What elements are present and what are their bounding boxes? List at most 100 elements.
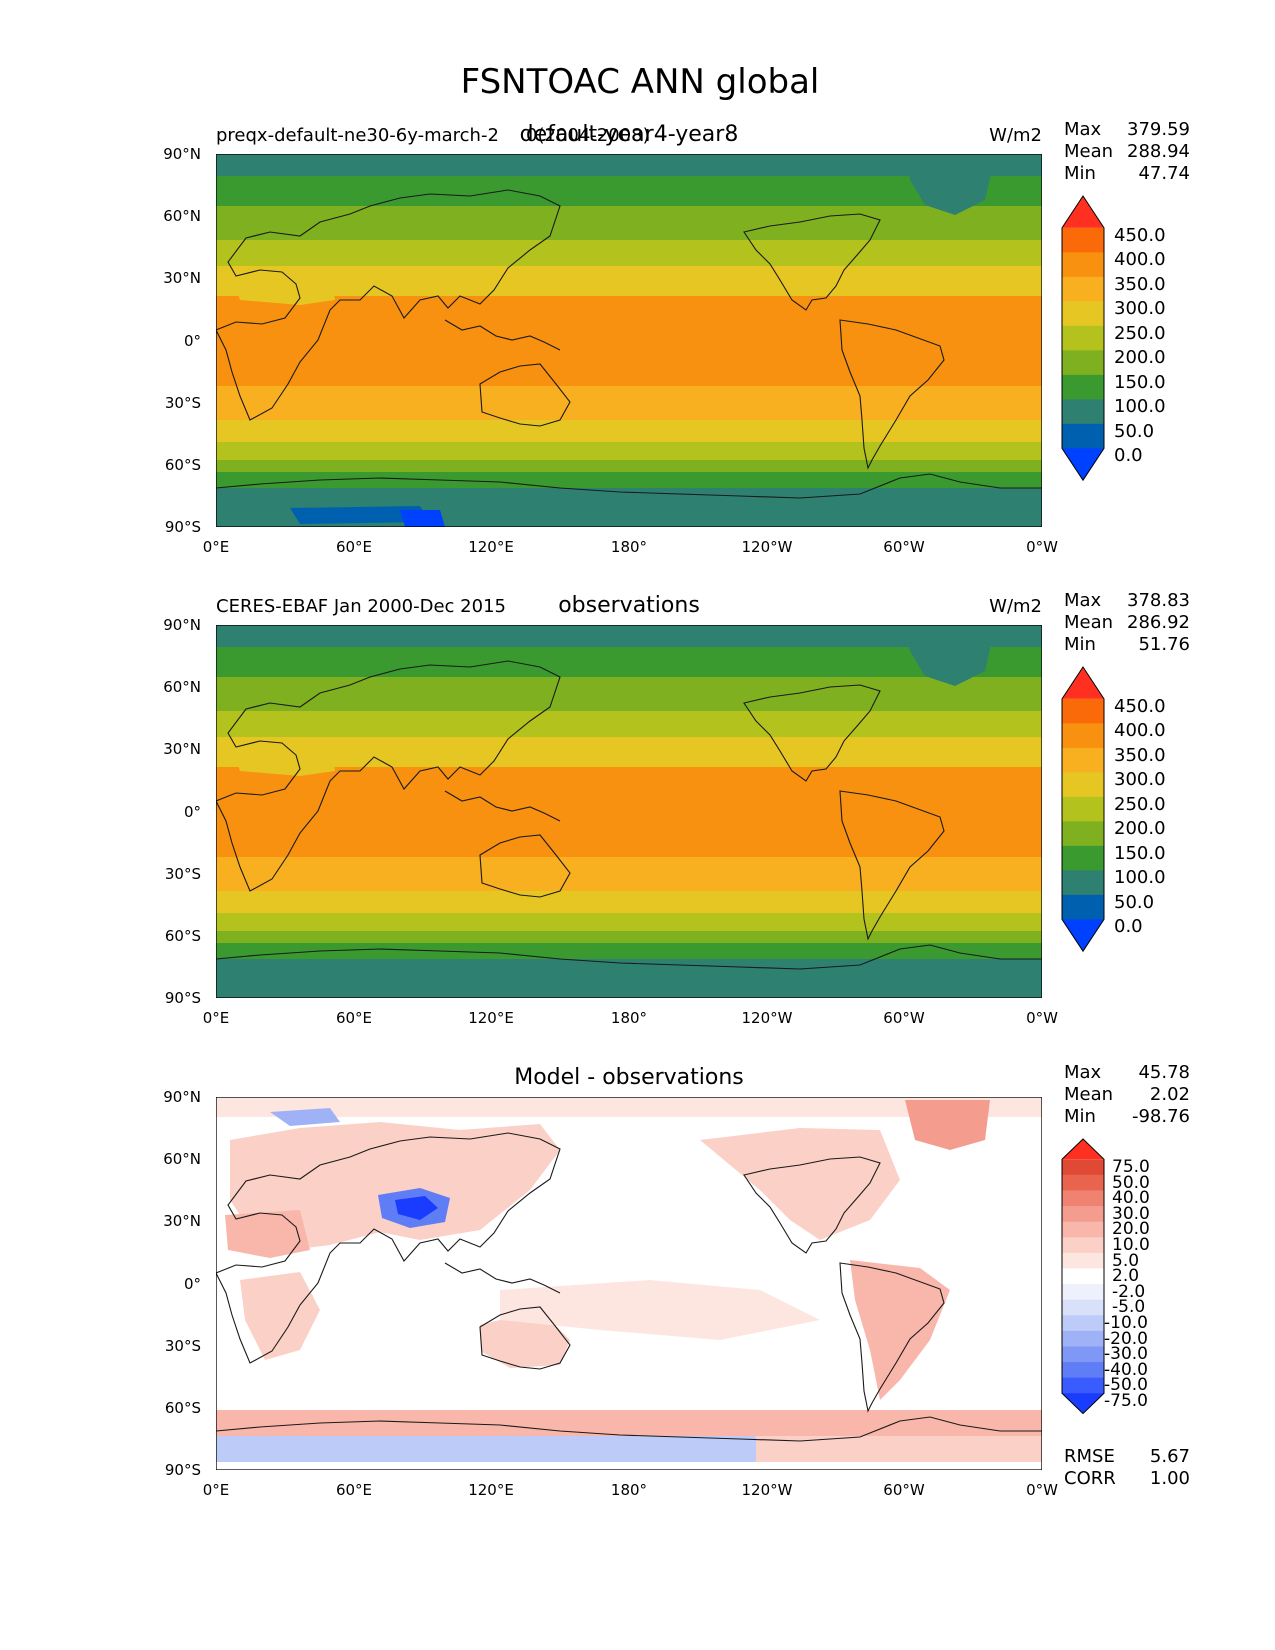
colorbar-outline <box>1061 666 1105 953</box>
field-band <box>216 677 1042 711</box>
lat-tick-label: 60°S <box>165 456 201 474</box>
lon-tick-label: 0°W <box>1026 1481 1058 1499</box>
colorbar-segment <box>1062 1299 1104 1316</box>
field-band <box>216 176 1042 206</box>
stats-block: Max 378.83 Mean 286.92 Min 51.76 <box>1064 590 1190 655</box>
diff-band-antarctic-warm <box>756 1436 1042 1462</box>
lon-tick-label: 120°W <box>742 538 793 556</box>
lon-tick-label: 60°E <box>336 538 372 556</box>
greenland-patch <box>905 156 995 215</box>
figure-title: FSNTOAC ANN global <box>461 62 820 102</box>
field-band <box>216 420 1042 442</box>
colorbar-label: 10.0 <box>1112 1235 1150 1255</box>
continent-patches <box>230 156 995 527</box>
sahara-patch <box>230 268 335 305</box>
lat-tick-label: 60°N <box>163 1150 201 1168</box>
stat-max-value: 45.78 <box>1138 1062 1190 1083</box>
diff-band <box>216 1097 1042 1117</box>
antarctic-low-patch <box>290 506 430 524</box>
lat-tick-label: 30°N <box>163 269 201 287</box>
colorbar-label: 50.0 <box>1114 892 1154 913</box>
colorbar-segment <box>1062 870 1104 896</box>
colorbar-segment <box>1062 1346 1104 1363</box>
lon-tick-label: 60°W <box>883 538 925 556</box>
colorbar-segment <box>1062 423 1104 449</box>
antarctic-min-patch <box>400 510 445 527</box>
rmse-corr-block: RMSE 5.67 CORR 1.00 <box>1064 1446 1190 1489</box>
colorbar-segment <box>1062 1221 1104 1238</box>
diff-band-southern-ocean <box>216 1410 1042 1436</box>
lat-tick-label: 90°N <box>163 145 201 163</box>
colorbar-labels: 75.0 50.0 40.0 30.0 20.0 10.0 5.0 2.0 -2… <box>1104 1157 1150 1411</box>
diff-patch-south-america <box>850 1260 950 1400</box>
coastline-australia <box>479 834 571 898</box>
colorbar-segment <box>1062 374 1104 400</box>
panel-units: W/m2 <box>989 596 1042 617</box>
colorbar-extend-max <box>1062 667 1104 699</box>
colorbar-segment <box>1062 1330 1104 1347</box>
field-band <box>216 472 1042 488</box>
field-band <box>216 891 1042 913</box>
colorbar-outline <box>1061 195 1105 482</box>
corr-value: 1.00 <box>1150 1468 1190 1489</box>
stat-mean-label: Mean <box>1064 612 1113 633</box>
stat-min-value: 51.76 <box>1138 634 1190 655</box>
field-band <box>216 647 1042 677</box>
lat-ticks: 90°N 60°N 30°N 0° 30°S 60°S 90°S <box>163 1088 201 1479</box>
rmse-value: 5.67 <box>1150 1446 1190 1467</box>
stat-max-label: Max <box>1064 119 1102 140</box>
lat-tick-label: 60°N <box>163 207 201 225</box>
colorbar-label: 350.0 <box>1114 745 1166 766</box>
colorbar-label: 100.0 <box>1114 396 1166 417</box>
lon-tick-label: 60°E <box>336 1009 372 1027</box>
coastline-maritime-continent <box>444 790 561 822</box>
lon-tick-label: 120°E <box>468 538 514 556</box>
stats-block: Max 45.78 Mean 2.02 Min -98.76 <box>1064 1062 1190 1127</box>
map-plot <box>216 1097 1042 1470</box>
colorbar-segment <box>1062 747 1104 773</box>
lat-tick-label: 90°N <box>163 1088 201 1106</box>
lon-tick-label: 0°E <box>203 538 230 556</box>
panel-model: preqx-default-ne30-6y-march-2 0(2004-200… <box>163 119 1190 556</box>
rmse-label: RMSE <box>1064 1446 1115 1467</box>
continent-patches <box>230 627 995 776</box>
colorbar-segment <box>1062 399 1104 425</box>
colorbar-outline <box>1061 1138 1105 1415</box>
lat-tick-label: 90°S <box>165 1461 201 1479</box>
lon-tick-label: 0°W <box>1026 538 1058 556</box>
coastline-africa-eurasia <box>216 189 561 421</box>
stats-block: Max 379.59 Mean 288.94 Min 47.74 <box>1064 119 1190 184</box>
map-plot <box>216 154 1042 527</box>
stat-max-value: 379.59 <box>1127 119 1190 140</box>
stat-mean-value: 286.92 <box>1127 612 1190 633</box>
colorbar-segment <box>1062 1315 1104 1332</box>
lon-ticks: 0°E 60°E 120°E 180° 120°W 60°W 0°W <box>203 1009 1058 1027</box>
colorbar-segment <box>1062 845 1104 871</box>
colorbar-label: 350.0 <box>1114 274 1166 295</box>
lat-tick-label: 60°N <box>163 678 201 696</box>
map-plot <box>216 625 1042 998</box>
lon-tick-label: 120°E <box>468 1009 514 1027</box>
colorbar-segments <box>1061 195 1105 482</box>
colorbar-label: 400.0 <box>1114 249 1166 270</box>
field-band <box>216 931 1042 943</box>
sahara-patch <box>230 739 335 776</box>
lat-tick-label: 60°S <box>165 1399 201 1417</box>
colorbar-segment <box>1062 894 1104 920</box>
colorbar-segment <box>1062 1284 1104 1301</box>
colorbar-labels: 450.0 400.0 350.0 300.0 250.0 200.0 150.… <box>1114 225 1166 466</box>
diff-patch-tibet-core <box>395 1196 438 1220</box>
panel-center-title: default-year4-year8 <box>520 122 739 147</box>
lat-tick-label: 30°N <box>163 1212 201 1230</box>
field-band <box>216 460 1042 472</box>
diff-patch-north-america <box>700 1128 900 1240</box>
diff-band-antarctic-blue <box>216 1436 756 1462</box>
lon-tick-label: 0°E <box>203 1009 230 1027</box>
colorbar-label: 200.0 <box>1114 818 1166 839</box>
field-band <box>216 206 1042 240</box>
colorbar-label: 250.0 <box>1114 794 1166 815</box>
lon-tick-label: 60°W <box>883 1481 925 1499</box>
colorbar-segment <box>1062 796 1104 822</box>
colorbar-label: 0.0 <box>1114 916 1143 937</box>
coastline-north-america <box>743 213 881 311</box>
